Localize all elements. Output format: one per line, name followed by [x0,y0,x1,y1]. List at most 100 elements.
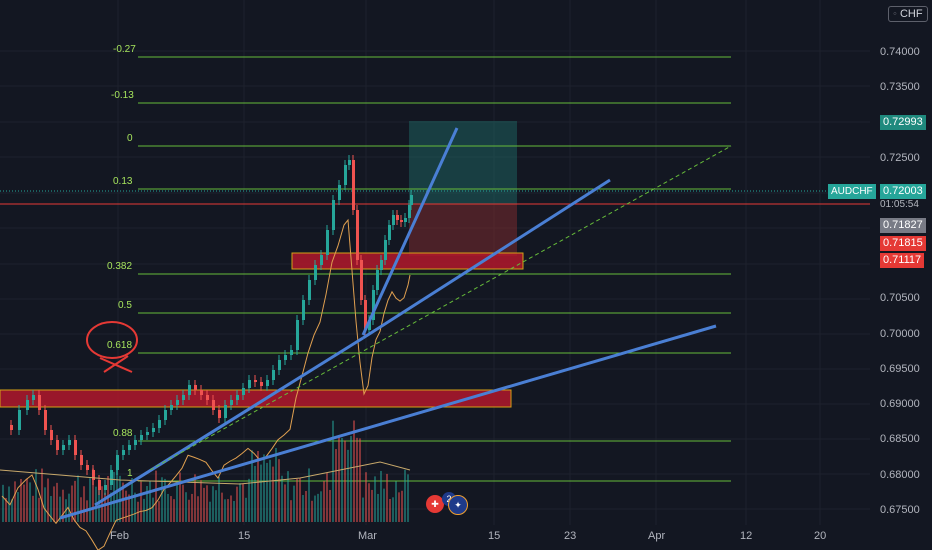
volume-bar [53,486,55,522]
volume-bar [305,490,307,522]
annotation-cross [99,355,133,373]
candle-body [158,420,161,428]
volume-bar [377,493,379,522]
fib-level-label: 0.5 [118,300,132,311]
candle-body [122,450,125,455]
candle-body [230,400,233,405]
currency-selector[interactable]: ◦ CHF [888,6,928,22]
candle-body [134,440,137,445]
volume-bar [383,488,385,522]
candle-body [344,165,347,185]
volume-bar [317,493,319,522]
candle-body [410,195,413,205]
volume-bar [242,483,244,522]
candle-body [236,395,239,400]
candle-body [290,350,293,355]
volume-bar [257,450,259,522]
flag-icon[interactable]: ✚ [426,495,444,513]
volume-bar [179,472,181,522]
time-axis-label: Mar [358,530,377,542]
volume-bar [104,492,106,522]
volume-bar [233,500,235,522]
price-axis-label: 0.68500 [880,433,920,445]
candle-body [128,445,131,450]
volume-bar [101,486,103,522]
volume-bar [323,481,325,522]
volume-bar [272,466,274,522]
candle-body [248,380,251,388]
currency-label: CHF [899,8,923,20]
volume-bar [362,497,364,522]
economic-event-icon[interactable]: ✦ [448,495,468,515]
volume-bar [185,492,187,522]
price-axis-label: 0.67500 [880,504,920,516]
position-profit-zone [409,121,517,204]
candle-body [368,320,371,330]
volume-bar [245,497,247,522]
candle-body [388,225,391,240]
volume-bar [365,472,367,522]
volume-bar [203,487,205,522]
volume-bar [389,498,391,522]
volume-bar [41,468,43,522]
volume-bar [2,484,4,522]
candle-body [80,455,83,465]
volume-bar [263,454,265,522]
volume-bar [98,486,100,522]
candle-body [44,410,47,430]
volume-bar [113,471,115,522]
fib-level-label: -0.13 [111,90,134,101]
volume-bar [335,449,337,522]
volume-bar [386,473,388,522]
volume-bar [146,486,148,522]
volume-bar [296,478,298,522]
volume-bar [368,483,370,522]
volume-bar [230,495,232,522]
volume-bar [401,490,403,522]
candle-body [308,280,311,300]
target-price-tag: 0.72993 [880,115,926,130]
current-price-tag: 0.72003 [880,184,926,199]
volume-bar [14,481,16,522]
candle-body [182,395,185,400]
volume-bar [287,471,289,522]
trend-line [59,324,717,520]
fib-level-label: 0 [127,133,133,144]
candle-body [152,428,155,432]
time-axis-label: Feb [110,530,129,542]
volume-bar [155,470,157,522]
candle-body [364,300,367,330]
volume-bar [71,485,73,522]
time-axis-label: 12 [740,530,753,542]
candle-body [400,220,403,222]
volume-bar [197,496,199,522]
candle-body [348,160,351,165]
volume-bar [26,478,28,522]
volume-bar [29,482,31,522]
price-axis-label: 0.68000 [880,469,920,481]
volume-bar [140,481,142,522]
moving-average-line [1,218,411,550]
volume-bar [38,497,40,522]
candle-body [224,405,227,418]
time-axis-label: 15 [488,530,501,542]
candle-body [360,260,363,300]
volume-bar [293,485,295,522]
candle-body [206,395,209,400]
volume-bar [83,486,85,522]
candle-body [408,205,411,218]
candle-body [332,200,335,230]
volume-bar [11,499,13,522]
volume-bar [344,440,346,522]
volume-bar [314,495,316,522]
volume-bar [107,475,109,522]
volume-bar [152,497,154,522]
volume-bar [164,478,166,522]
candle-body [372,290,375,320]
volume-bar [311,500,313,522]
time-axis-label: 23 [564,530,577,542]
candle-body [352,160,355,210]
volume-bar [299,478,301,522]
candle-body [404,218,407,222]
